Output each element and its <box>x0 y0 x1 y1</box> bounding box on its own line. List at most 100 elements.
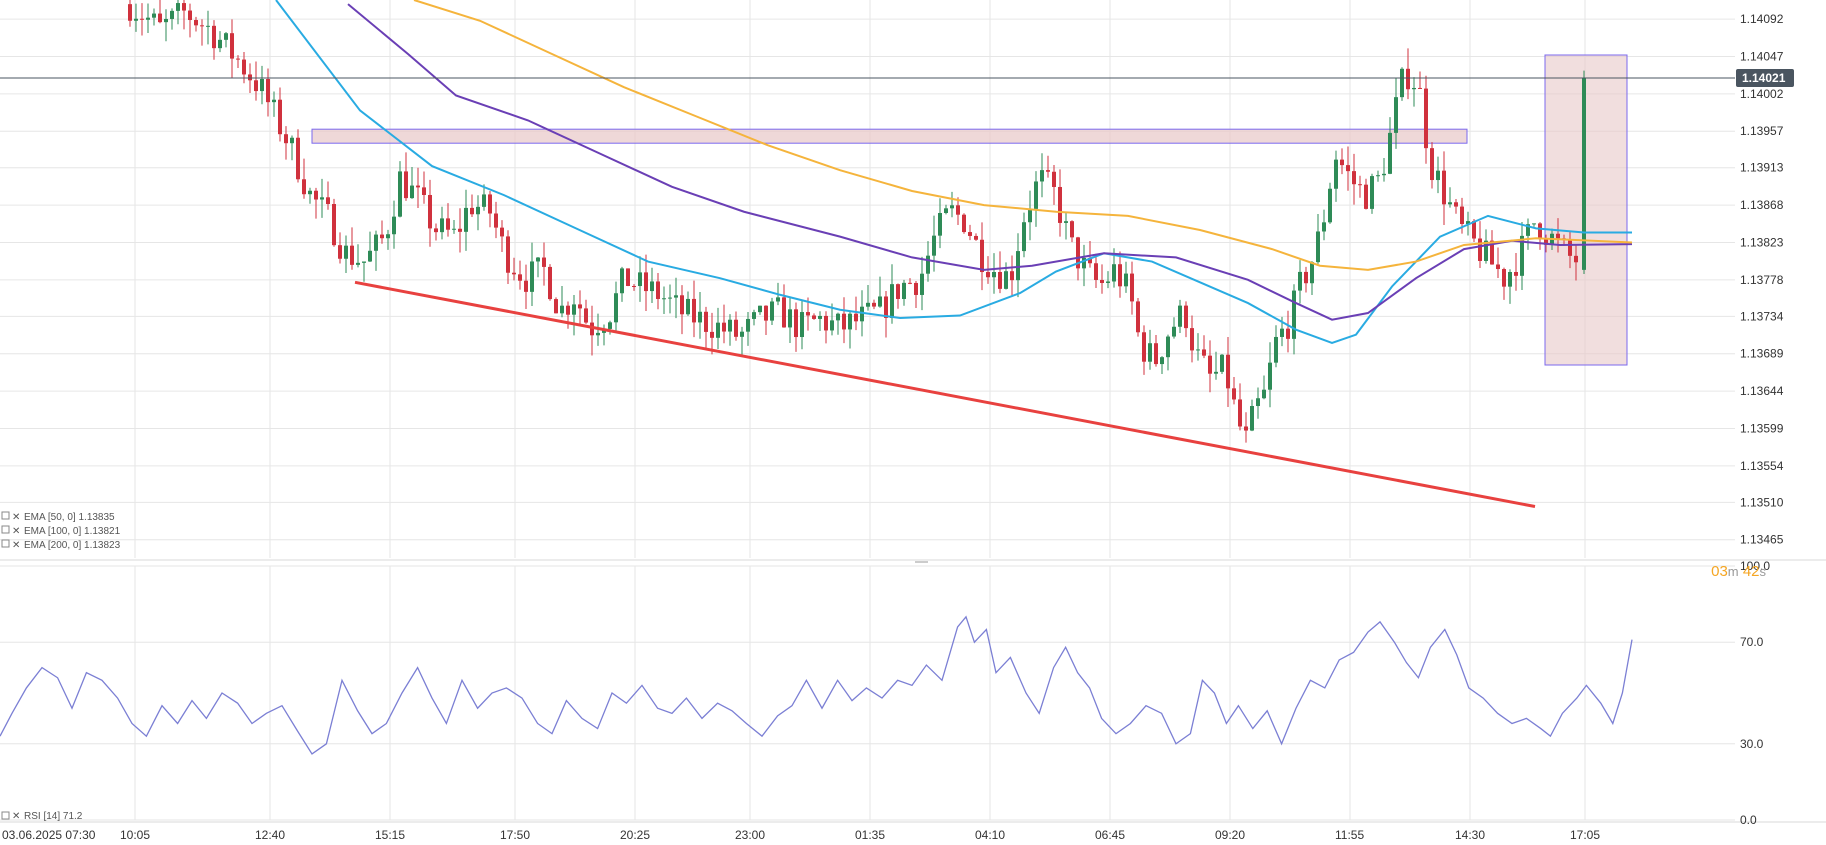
candle-body <box>242 59 246 75</box>
candle-body <box>416 185 420 188</box>
countdown-seconds: 42 <box>1742 563 1760 580</box>
candle-body <box>272 99 276 103</box>
candle-body <box>128 4 132 21</box>
candle-body <box>1292 290 1296 339</box>
legend-settings-icon <box>1 511 10 520</box>
candle-body <box>656 281 660 299</box>
rsi-line <box>0 615 1633 755</box>
countdown-sec-unit: s <box>1759 564 1767 579</box>
rsi-tick-label: 100.0 <box>1740 559 1770 573</box>
candle-body <box>728 319 732 332</box>
candle-body <box>518 274 522 281</box>
candle-body <box>398 171 402 217</box>
time-tick-label: 09:20 <box>1215 828 1245 842</box>
candle-body <box>860 306 864 322</box>
candle-body <box>902 282 906 299</box>
candle-body <box>1514 272 1518 276</box>
candle-body <box>1118 264 1122 287</box>
time-tick-label: 17:05 <box>1570 828 1600 842</box>
candle-body <box>1340 159 1344 166</box>
candle-body <box>788 309 792 328</box>
axis-layer: 1.14092 1.14047 1.14002 1.13957 1.13913 1.138… <box>1 12 1784 842</box>
candle-body <box>914 282 918 295</box>
candle-body <box>872 302 876 307</box>
candle-body <box>488 194 492 214</box>
candle-body <box>1172 326 1176 337</box>
price-tick-label: 1.13554 <box>1740 459 1784 473</box>
candle-body <box>392 216 396 235</box>
candle-body <box>1436 170 1440 181</box>
candle-body <box>1322 222 1326 232</box>
candle-body <box>1016 251 1020 281</box>
candle-body <box>188 10 192 21</box>
candle-body <box>1100 279 1104 283</box>
candle-body <box>926 255 930 274</box>
candle-body <box>140 18 144 20</box>
candle-body <box>614 293 618 323</box>
candle-body <box>1124 273 1128 287</box>
candle-body <box>1022 222 1026 252</box>
candle-body <box>668 297 672 299</box>
candle-body <box>998 272 1002 289</box>
candle-body <box>320 197 324 200</box>
time-tick-label: 14:30 <box>1455 828 1485 842</box>
candle-body <box>566 305 570 315</box>
candle-body <box>548 266 552 300</box>
candle-body <box>752 312 756 319</box>
candle-body <box>1154 343 1158 365</box>
price-tick-label: 1.13913 <box>1740 161 1784 175</box>
candle-body <box>284 134 288 144</box>
candle-layer <box>128 0 1586 443</box>
candle-body <box>944 208 948 214</box>
candle-body <box>356 262 360 265</box>
candle-body <box>782 297 786 328</box>
time-tick-label: 06:45 <box>1095 828 1125 842</box>
candle-body <box>746 318 750 332</box>
overlay-layer: 1.14021 <box>0 69 1794 508</box>
candle-body <box>530 261 534 292</box>
candle-body <box>1460 206 1464 225</box>
candle-body <box>818 315 822 319</box>
candle-body <box>452 228 456 230</box>
price-tick-label: 1.13778 <box>1740 273 1784 287</box>
candle-body <box>1424 88 1428 149</box>
candle-body <box>176 3 180 11</box>
current-price-badge <box>1736 69 1794 88</box>
candle-body <box>1334 159 1338 189</box>
candle-body <box>1466 221 1470 225</box>
candle-body <box>692 298 696 323</box>
price-tick-label: 1.13734 <box>1740 309 1784 323</box>
candle-body <box>800 312 804 338</box>
support-trendline <box>354 280 1536 508</box>
candle-body <box>1268 362 1272 390</box>
candle-body <box>1490 240 1494 265</box>
candle-body <box>632 285 636 287</box>
time-tick-label: 11:55 <box>1335 828 1364 842</box>
candle-body <box>680 295 684 315</box>
candle-body <box>362 261 366 263</box>
legend-settings-icon <box>1 539 10 548</box>
candle-body <box>710 331 714 338</box>
candle-body <box>806 312 810 316</box>
candle-body <box>1568 240 1572 256</box>
candle-countdown: 03m 42s <box>1711 563 1766 580</box>
candle-body <box>290 137 294 144</box>
time-tick-label: 20:25 <box>620 828 650 842</box>
candle-body <box>158 13 162 23</box>
candle-body <box>1280 328 1284 337</box>
candle-body <box>890 284 894 318</box>
candle-body <box>572 304 576 315</box>
candle-body <box>740 331 744 337</box>
candle-body <box>1484 240 1488 261</box>
candle-body <box>578 304 582 309</box>
candle-body <box>278 99 282 135</box>
candle-body <box>884 296 888 318</box>
candle-body <box>182 3 186 11</box>
candle-body <box>1238 399 1242 427</box>
candle-body <box>1028 208 1032 223</box>
candle-body <box>248 74 252 81</box>
candle-body <box>1508 272 1512 287</box>
candle-body <box>212 25 216 49</box>
candle-body <box>152 13 156 18</box>
